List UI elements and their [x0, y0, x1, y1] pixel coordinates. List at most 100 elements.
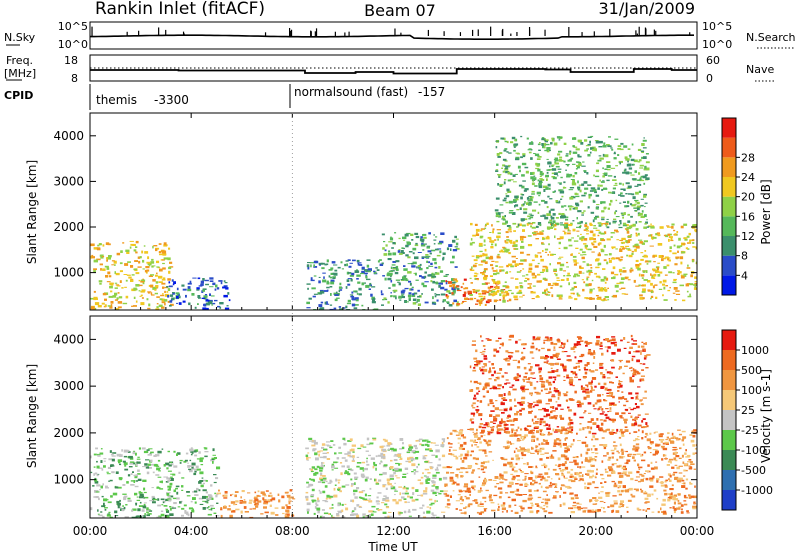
data-cell	[526, 137, 529, 140]
data-cell	[620, 188, 625, 190]
data-cell	[610, 418, 615, 422]
data-cell	[267, 499, 271, 502]
data-cell	[369, 442, 374, 444]
data-cell	[597, 216, 600, 218]
data-cell	[639, 297, 643, 300]
data-cell	[578, 225, 581, 229]
data-cell	[495, 146, 498, 149]
data-cell	[487, 291, 490, 294]
data-cell	[496, 269, 498, 272]
data-cell	[474, 435, 479, 438]
data-cell	[492, 270, 497, 272]
data-cell	[187, 513, 190, 517]
data-cell	[593, 240, 597, 243]
data-cell	[152, 286, 157, 290]
data-cell	[452, 429, 457, 432]
data-cell	[631, 178, 636, 180]
data-cell	[329, 308, 334, 310]
data-cell	[692, 507, 697, 510]
data-cell	[499, 409, 503, 411]
data-cell	[604, 222, 609, 225]
data-cell	[491, 260, 495, 262]
data-cell	[610, 504, 615, 508]
data-cell	[619, 474, 624, 478]
data-cell	[499, 269, 502, 273]
data-cell	[676, 439, 680, 441]
data-cell	[636, 395, 639, 398]
data-cell	[147, 467, 152, 469]
data-cell	[622, 224, 627, 227]
data-cell	[475, 256, 480, 259]
data-cell	[509, 434, 514, 437]
data-cell	[482, 471, 486, 473]
data-cell	[611, 295, 614, 298]
data-cell	[354, 270, 359, 273]
data-cell	[455, 434, 460, 436]
data-cell	[318, 308, 323, 310]
data-cell	[592, 474, 594, 478]
data-cell	[148, 510, 153, 512]
data-cell	[577, 360, 583, 363]
data-cell	[520, 135, 523, 138]
data-cell	[545, 174, 549, 178]
data-cell	[415, 440, 418, 442]
data-cell	[404, 501, 407, 504]
data-cell	[156, 266, 160, 268]
data-cell	[623, 145, 628, 148]
data-cell	[515, 198, 519, 201]
data-cell	[592, 188, 597, 192]
data-cell	[583, 507, 588, 509]
data-cell	[554, 464, 558, 466]
data-cell	[579, 189, 582, 193]
data-cell	[380, 290, 383, 294]
data-cell	[351, 460, 355, 462]
data-cell	[649, 234, 651, 237]
data-cell	[606, 395, 611, 397]
data-cell	[415, 235, 420, 239]
data-cell	[98, 514, 103, 517]
data-cell	[629, 154, 632, 158]
data-cell	[662, 454, 665, 457]
data-cell	[421, 293, 423, 295]
data-cell	[512, 475, 516, 479]
data-cell	[344, 453, 349, 455]
data-cell	[147, 291, 152, 293]
data-cell	[445, 280, 448, 283]
data-cell	[693, 284, 697, 286]
data-cell	[173, 281, 176, 284]
data-cell	[463, 441, 467, 445]
data-cell	[422, 439, 427, 442]
data-cell	[179, 462, 182, 464]
data-cell	[564, 232, 567, 235]
data-cell	[413, 469, 417, 471]
data-cell	[613, 500, 618, 502]
data-cell	[507, 461, 512, 465]
data-cell	[614, 211, 616, 215]
data-cell	[568, 381, 573, 384]
data-cell	[241, 490, 245, 493]
data-cell	[415, 301, 418, 303]
data-cell	[538, 482, 541, 485]
data-cell	[677, 478, 680, 480]
data-cell	[625, 471, 628, 473]
data-cell	[108, 255, 112, 258]
data-cell	[534, 404, 539, 407]
data-cell	[135, 246, 138, 248]
data-cell	[508, 239, 513, 243]
data-cell	[322, 475, 326, 477]
data-cell	[99, 282, 102, 285]
data-cell	[306, 264, 310, 268]
data-cell	[606, 238, 611, 241]
data-cell	[355, 304, 359, 306]
data-cell	[692, 259, 694, 263]
data-cell	[262, 497, 265, 500]
data-cell	[215, 515, 220, 517]
data-cell	[118, 296, 123, 299]
data-cell	[574, 192, 578, 195]
data-cell	[456, 483, 460, 486]
data-cell	[618, 436, 622, 439]
data-cell	[409, 496, 413, 499]
data-cell	[159, 488, 164, 490]
data-cell	[482, 482, 487, 485]
data-cell	[167, 295, 170, 298]
